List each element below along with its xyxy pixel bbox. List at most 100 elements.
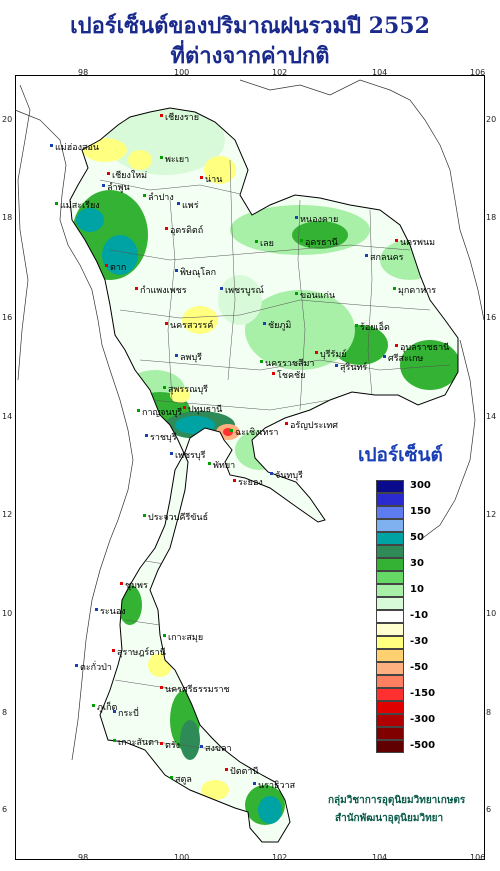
place-label-maehongson: แม่ฮ่องสอน <box>55 143 100 153</box>
place-label-buriram: บุรีรัมย์ <box>320 350 347 360</box>
latitude-tick-right: 12 <box>486 510 497 519</box>
place-label-phitsanulok: พิษณุโลก <box>180 268 217 278</box>
legend-swatch <box>376 623 404 636</box>
latitude-tick-right: 20 <box>486 115 497 124</box>
credit-line-1: กลุ่มวิชาการอุตุนิยมวิทยาเกษตร <box>328 795 466 806</box>
place-label-nan: น่าน <box>205 175 223 185</box>
latitude-tick-right: 10 <box>486 609 497 618</box>
station-dot <box>113 739 116 742</box>
legend-swatch <box>376 714 404 727</box>
latitude-tick-left: 12 <box>2 510 13 519</box>
station-dot <box>295 216 298 219</box>
place-label-chanthaburi: จันทบุรี <box>275 471 303 481</box>
place-label-nakhonratchasima: นครราชสีมา <box>265 359 315 369</box>
place-label-chumphon: ชุมพร <box>125 581 148 591</box>
map-title: เปอร์เซ็นต์ของปริมาณฝนรวมปี 2552 <box>70 13 430 39</box>
place-label-phuket: ภูเก็ต <box>97 703 118 713</box>
station-dot <box>145 434 148 437</box>
legend-swatch <box>376 610 404 623</box>
place-label-pattani: ปัตตานี <box>230 767 259 777</box>
station-dot <box>165 322 168 325</box>
station-dot <box>393 287 396 290</box>
legend-swatch <box>376 636 404 649</box>
place-label-phrae: แพร่ <box>182 201 199 211</box>
latitude-tick-left: 10 <box>2 609 13 618</box>
place-label-nongkhai: หนองคาย <box>300 215 339 225</box>
place-label-phetchaburi: เพชรบุรี <box>175 451 206 461</box>
station-dot <box>365 254 368 257</box>
legend-swatch <box>376 545 404 558</box>
place-label-aranyaprathet: อรัญประเทศ <box>290 421 339 431</box>
place-label-maesariang: แม่สะเรียง <box>60 201 100 211</box>
station-dot <box>170 776 173 779</box>
legend-swatch <box>376 740 404 753</box>
station-dot <box>165 227 168 230</box>
station-dot <box>113 710 116 713</box>
place-label-mukdahan: มุกดาหาร <box>398 286 437 296</box>
longitude-tick-bottom: 98 <box>78 853 89 862</box>
legend-swatch <box>376 532 404 545</box>
station-dot <box>200 745 203 748</box>
place-label-sakon: สกลนคร <box>370 253 404 263</box>
station-dot <box>170 452 173 455</box>
legend-swatch <box>376 584 404 597</box>
place-label-kamphaeng: กำแพงเพชร <box>140 286 187 296</box>
place-label-phayao: พะเยา <box>165 155 190 165</box>
latitude-tick-left: 16 <box>2 313 13 322</box>
place-label-suratthani: สุราษฎร์ธานี <box>117 648 166 658</box>
place-label-narathiwat: นราธิวาส <box>258 781 296 791</box>
station-dot <box>270 472 273 475</box>
latitude-tick-left: 8 <box>2 708 8 717</box>
longitude-tick-bottom: 104 <box>372 853 388 862</box>
station-dot <box>107 172 110 175</box>
station-dot <box>200 176 203 179</box>
station-dot <box>335 364 338 367</box>
station-dot <box>163 634 166 637</box>
place-label-prachuap: ประจวบคีรีขันธ์ <box>148 513 209 523</box>
station-dot <box>112 649 115 652</box>
station-dot <box>50 144 53 147</box>
station-dot <box>160 156 163 159</box>
station-dot <box>253 782 256 785</box>
place-label-takuapa: ตะกั่วป่า <box>80 663 112 673</box>
place-label-loei: เลย <box>260 239 274 249</box>
place-label-chaiyaphum: ชัยภูมิ <box>268 321 292 331</box>
station-dot <box>105 264 108 267</box>
place-label-tak: ตาก <box>110 263 127 273</box>
station-dot <box>395 239 398 242</box>
place-label-sisaket: ศรีสะเกษ <box>388 354 424 364</box>
station-dot <box>120 582 123 585</box>
legend-title: เปอร์เซ็นต์ <box>358 444 443 466</box>
latitude-tick-right: 16 <box>486 313 497 322</box>
station-dot <box>160 114 163 117</box>
latitude-tick-right: 6 <box>486 805 492 814</box>
station-dot <box>92 704 95 707</box>
place-label-trang: ตรัง <box>165 741 181 751</box>
station-dot <box>355 324 358 327</box>
longitude-tick-top: 102 <box>272 68 288 77</box>
legend-swatch <box>376 701 404 714</box>
place-label-nakhonphanom: นครพนม <box>400 238 436 248</box>
place-label-roiet: ร้อยเอ็ด <box>360 323 390 333</box>
province-boundaries <box>99 159 451 751</box>
station-dot <box>75 664 78 667</box>
place-label-nakhonsawan: นครสวรรค์ <box>170 321 214 331</box>
latitude-tick-right: 18 <box>486 213 497 222</box>
station-dot <box>160 742 163 745</box>
legend-label: -10 <box>410 610 429 621</box>
station-dot <box>225 768 228 771</box>
station-dot <box>315 351 318 354</box>
legend-label: -500 <box>410 740 436 751</box>
station-dot <box>295 292 298 295</box>
legend-label: 30 <box>410 558 424 569</box>
place-label-khonkaen: ขอนแก่น <box>300 291 336 301</box>
place-label-chachoengsao: ฉะเชิงเทรา <box>235 428 279 438</box>
station-dot <box>285 422 288 425</box>
station-dot <box>220 287 223 290</box>
longitude-tick-bottom: 106 <box>470 853 486 862</box>
station-dot <box>55 202 58 205</box>
legend-label: 10 <box>410 584 424 595</box>
legend-label: -30 <box>410 636 429 647</box>
legend-swatch <box>376 506 404 519</box>
